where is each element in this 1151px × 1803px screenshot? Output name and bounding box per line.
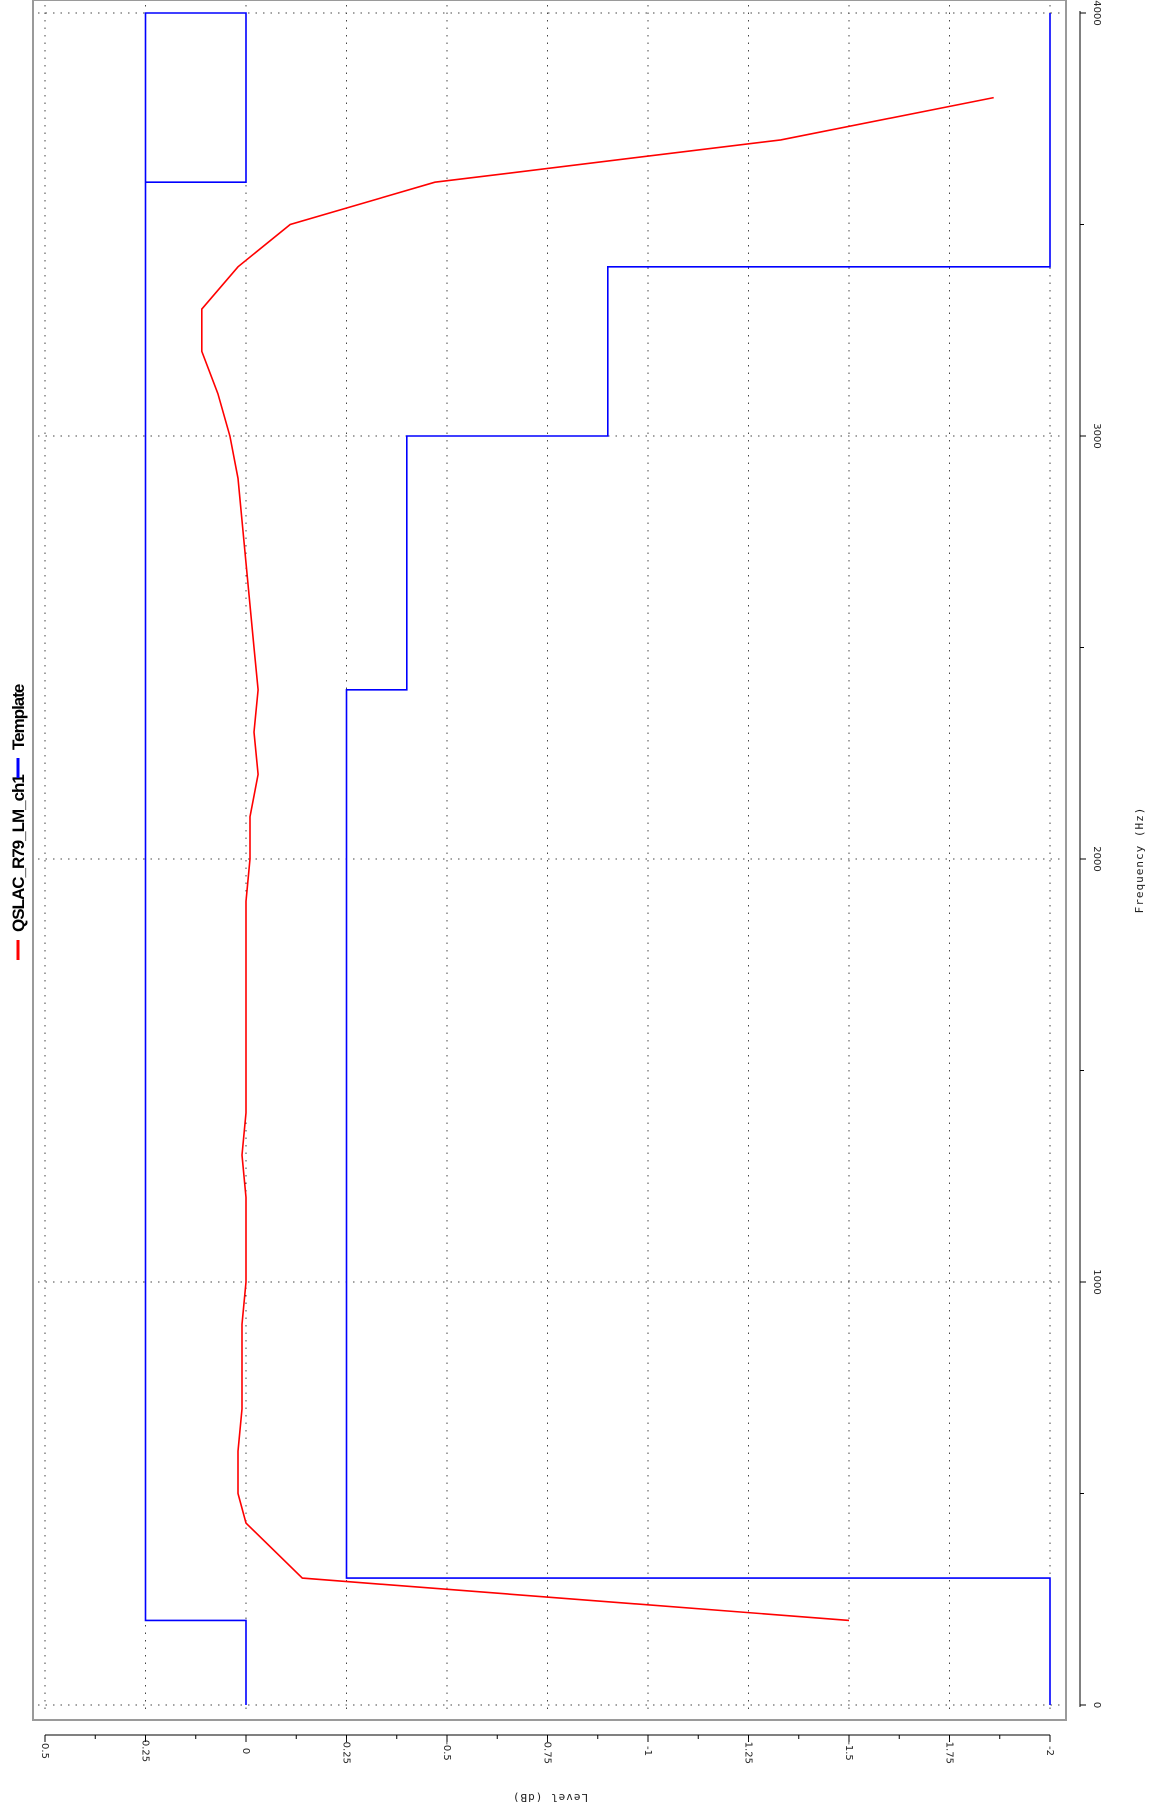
template-upper-mask [144, 12, 247, 1705]
level-tick-label: 0 [240, 1748, 251, 1754]
level-tick-label: -1.5 [843, 1741, 854, 1761]
y-axis-title: Level (dB) [512, 1791, 588, 1803]
level-tick-label: -1 [642, 1746, 653, 1756]
legend-label-qslac: QSLAC_R79_LM_ch1 [9, 775, 28, 932]
level-tick-label: 0.5 [39, 1743, 50, 1759]
series-layer [144, 12, 1051, 1705]
series-line-qslac [201, 96, 994, 1622]
level-tick-label: -0.25 [341, 1738, 352, 1764]
level-tick-label: -0.5 [441, 1741, 452, 1761]
legend-label-template: Template [9, 684, 28, 750]
plot-frame [32, 0, 1067, 1721]
axes: 0.5 0.25 0 -0.25 -0.5 -0.75 -1 -1.25 -1.5 -1.75 -2… [39, 0, 1102, 1764]
frequency-tick-label: 0 [1091, 1702, 1102, 1708]
frequency-tick-label: 2000 [1091, 846, 1102, 871]
level-tick-label: -1.25 [743, 1738, 754, 1764]
grid [38, 5, 1062, 1715]
frequency-tick-label: 3000 [1091, 423, 1102, 448]
frequency-tick-label: 4000 [1091, 0, 1102, 25]
level-tick-label: -2 [1044, 1746, 1055, 1756]
x-axis-title: Frequency (Hz) [1133, 807, 1146, 914]
level-tick-label: -1.75 [944, 1738, 955, 1764]
legend: QSLAC_R79_LM_ch1 Template [9, 684, 28, 960]
template-lower-mask [345, 13, 1051, 1705]
level-tick-label: 0.25 [140, 1740, 151, 1762]
level-tick-label: -0.75 [542, 1738, 553, 1764]
frequency-tick-label: 1000 [1091, 1269, 1102, 1294]
